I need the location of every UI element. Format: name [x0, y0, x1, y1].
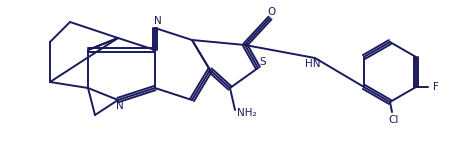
- Text: O: O: [268, 7, 276, 17]
- Text: F: F: [433, 82, 439, 92]
- Text: HN: HN: [305, 59, 321, 69]
- Text: S: S: [260, 57, 266, 67]
- Text: N: N: [116, 101, 124, 111]
- Text: N: N: [154, 16, 162, 26]
- Text: NH₂: NH₂: [237, 108, 257, 118]
- Text: Cl: Cl: [389, 115, 399, 125]
